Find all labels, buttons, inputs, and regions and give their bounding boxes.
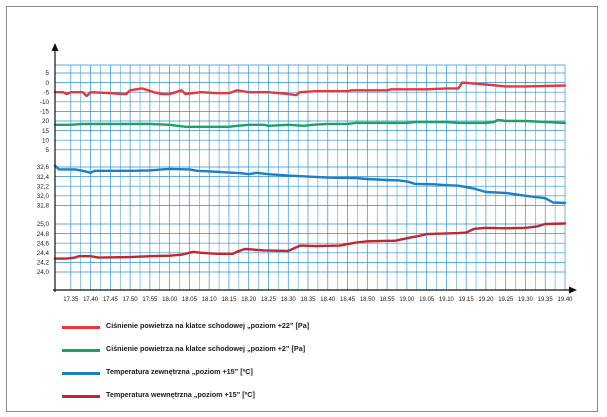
x-tick-label: 19.00	[399, 297, 415, 303]
legend-label: Ciśnienie powietrza na klatce schodowej …	[106, 321, 310, 330]
legend-swatch	[62, 395, 100, 398]
grid	[55, 55, 566, 291]
series-line-3	[53, 222, 567, 260]
x-tick-label: 17.40	[83, 297, 99, 303]
y-tick-label: 5	[45, 70, 49, 77]
y-tick-label: 32,0	[37, 193, 50, 200]
legend-swatch	[62, 349, 100, 352]
x-tick-label: 18.10	[202, 297, 218, 303]
x-tick-label: 19.05	[419, 297, 435, 303]
axes	[51, 43, 577, 294]
legend-swatch	[62, 326, 100, 329]
x-tick-labels: 17.35 17.40 17.45 17.50 17.55 18.00 18.05 18.10…	[63, 297, 573, 303]
legend-label: Temperatura wewnętrzna „poziom +15” [ºC]	[106, 390, 255, 399]
y-tick-label: 20	[42, 118, 50, 125]
x-tick-label: 18.05	[182, 297, 198, 303]
x-tick-label: 18.20	[241, 297, 257, 303]
x-tick-label: 18.30	[281, 297, 297, 303]
x-tick-label: 19.20	[478, 297, 494, 303]
y-tick-label: 5	[45, 147, 49, 154]
y-tick-label: 0	[45, 80, 49, 87]
y-tick-label: -15	[40, 109, 50, 116]
x-tick-label: 18.35	[301, 297, 317, 303]
y-tick-label: 24,0	[37, 269, 50, 276]
x-tick-label: 19.40	[557, 297, 573, 303]
x-tick-label: 17.50	[123, 297, 139, 303]
y-axis-arrow	[51, 43, 59, 51]
legend-label: Ciśnienie powietrza na klatce schodowej …	[106, 344, 306, 353]
x-tick-label: 18.15	[221, 297, 237, 303]
y-tick-label: 32,2	[37, 183, 50, 190]
x-tick-label: 19.10	[439, 297, 455, 303]
x-tick-label: 19.30	[518, 297, 534, 303]
y-tick-label: -10	[40, 99, 50, 106]
y-tick-label: 25,0	[37, 221, 50, 228]
x-tick-label: 18.55	[380, 297, 396, 303]
x-tick-label: 18.00	[162, 297, 178, 303]
y-tick-label: 32,6	[37, 164, 50, 171]
legend-label: Temperatura zewnętrzna „poziom +15” [ºC]	[106, 367, 253, 376]
x-tick-label: 19.35	[538, 297, 554, 303]
y-tick-label: 15	[42, 128, 50, 135]
x-tick-label: 18.25	[261, 297, 277, 303]
y-tick-label: 24,6	[37, 240, 50, 247]
y-tick-label: 24,4	[37, 250, 50, 257]
x-tick-label: 17.35	[63, 297, 79, 303]
x-tick-label: 18.40	[320, 297, 336, 303]
figure-frame	[6, 6, 598, 412]
series-line-1	[53, 118, 567, 128]
x-tick-label: 19.25	[498, 297, 514, 303]
series-line-2	[53, 164, 567, 205]
x-axis-arrow	[569, 286, 577, 294]
y-tick-label: 32,4	[37, 174, 50, 181]
y-tick-labels: 5 0 -5 -10 -15 20 15 10 5 32,6 32,4 32,2 32,0 31,8 25,…	[37, 70, 50, 276]
legend-swatch	[62, 372, 100, 375]
x-tick-label: 18.45	[340, 297, 356, 303]
y-tick-label: 10	[42, 137, 50, 144]
x-tick-label: 18.50	[360, 297, 376, 303]
y-tick-label: 24,2	[37, 260, 50, 267]
x-tick-label: 17.45	[103, 297, 119, 303]
x-tick-label: 17.55	[142, 297, 158, 303]
x-tick-label: 19.15	[459, 297, 475, 303]
y-tick-label: 24,8	[37, 231, 50, 238]
series-line-0	[53, 81, 567, 98]
series-lines	[53, 81, 567, 260]
y-tick-label: 31,8	[37, 203, 50, 210]
y-tick-label: -5	[43, 89, 49, 96]
